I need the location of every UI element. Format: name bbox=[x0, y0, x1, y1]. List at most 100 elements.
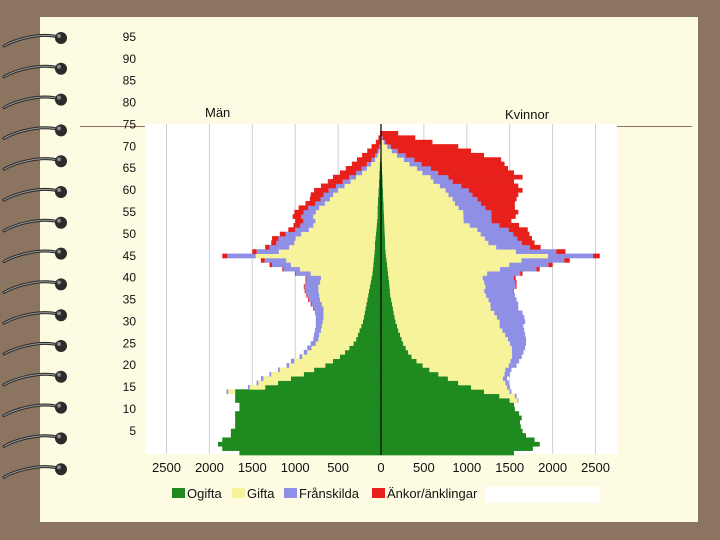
bar-women-ogifta bbox=[381, 253, 386, 259]
bar-men-franskilda bbox=[314, 306, 324, 311]
bar-men-ankor bbox=[298, 205, 309, 211]
bar-men-franskilda bbox=[260, 376, 264, 381]
bar-men-ogifta bbox=[374, 240, 381, 246]
bar-women-ankor bbox=[513, 275, 516, 281]
bar-women-ogifta bbox=[381, 406, 515, 412]
bar-men-gifta bbox=[333, 192, 379, 198]
bar-men-franskilda bbox=[278, 236, 296, 241]
bar-men-ogifta bbox=[325, 363, 381, 368]
bars-group bbox=[217, 131, 600, 456]
x-tick-label: 1500 bbox=[238, 460, 267, 475]
bar-women-franskilda bbox=[499, 323, 524, 329]
spiral-ring bbox=[2, 309, 67, 325]
bar-women-franskilda bbox=[387, 144, 391, 149]
bar-women-gifta bbox=[382, 183, 440, 189]
bar-women-ankor bbox=[536, 266, 540, 272]
bar-women-gifta bbox=[398, 328, 503, 333]
bar-women-franskilda bbox=[391, 148, 398, 154]
bar-men-gifta bbox=[258, 380, 279, 386]
bar-men-franskilda bbox=[366, 161, 372, 167]
bar-women-gifta bbox=[381, 148, 392, 154]
spiral-ring bbox=[2, 278, 67, 294]
bar-women-ogifta bbox=[381, 354, 412, 360]
bar-men-ogifta bbox=[235, 393, 381, 399]
bar-men-franskilda bbox=[314, 310, 324, 316]
bar-men-franskilda bbox=[310, 341, 316, 346]
bar-women-ankor bbox=[593, 253, 600, 259]
bar-men-ogifta bbox=[235, 415, 381, 421]
bar-women-franskilda bbox=[512, 349, 524, 355]
bar-women-ogifta bbox=[381, 332, 401, 338]
spiral-ring bbox=[2, 463, 67, 479]
bar-men-gifta bbox=[371, 161, 380, 167]
bar-women-ogifta bbox=[381, 393, 500, 399]
bar-women-gifta bbox=[397, 323, 500, 329]
bar-men-franskilda bbox=[296, 271, 311, 276]
bar-women-ogifta bbox=[381, 441, 540, 447]
bar-men-ankor bbox=[310, 301, 312, 307]
bar-men-ogifta bbox=[265, 384, 381, 390]
bar-men-ogifta bbox=[378, 183, 381, 189]
bar-men-franskilda bbox=[313, 336, 319, 342]
bar-men-ogifta bbox=[222, 437, 381, 443]
bar-women-ogifta bbox=[381, 297, 392, 303]
bar-women-ogifta bbox=[381, 428, 523, 434]
bar-men-gifta bbox=[311, 345, 350, 351]
bar-women-ankor bbox=[564, 257, 570, 263]
bar-women-franskilda bbox=[514, 393, 517, 399]
bar-women-gifta bbox=[499, 393, 515, 399]
bar-men-ogifta bbox=[361, 323, 381, 329]
x-axis-labels: 2500 2000 1500 1000 500 0 500 1000 1500 2000 2500 bbox=[152, 460, 610, 475]
bar-women-franskilda bbox=[499, 319, 526, 324]
age-tick-label: 35 bbox=[123, 293, 137, 307]
bar-men-gifta bbox=[350, 179, 379, 184]
bar-women-franskilda bbox=[521, 257, 565, 263]
bar-women-gifta bbox=[509, 398, 518, 403]
bar-women-franskilda bbox=[484, 279, 516, 285]
bar-women-gifta bbox=[416, 358, 511, 364]
bar-women-ankor bbox=[517, 236, 533, 241]
x-tick-label: 1500 bbox=[495, 460, 524, 475]
bar-men-gifta bbox=[289, 363, 326, 368]
bar-men-franskilda bbox=[320, 196, 330, 202]
bar-women-gifta bbox=[381, 152, 398, 158]
bar-women-gifta bbox=[383, 196, 453, 202]
bar-men-ogifta bbox=[353, 341, 381, 346]
bar-men-ankor bbox=[282, 266, 284, 272]
bar-men-gifta bbox=[374, 157, 381, 162]
bar-women-gifta bbox=[405, 345, 512, 351]
bar-women-gifta bbox=[391, 297, 489, 303]
legend-label-ogifta: Ogifta bbox=[187, 486, 222, 501]
bar-women-franskilda bbox=[422, 170, 439, 176]
bar-women-gifta bbox=[381, 139, 384, 145]
bar-women-gifta bbox=[385, 249, 516, 254]
age-axis-labels: 5 10 15 20 25 30 35 40 45 50 55 60 65 70 75 80 85 90 95 bbox=[123, 30, 137, 438]
bar-men-gifta bbox=[377, 152, 381, 158]
spiral-ring bbox=[2, 32, 67, 48]
bar-women-franskilda bbox=[417, 166, 432, 171]
bar-women-franskilda bbox=[381, 135, 383, 141]
bar-women-franskilda bbox=[448, 192, 473, 198]
bar-men-franskilda bbox=[226, 389, 229, 395]
spiral-ring bbox=[2, 186, 67, 202]
bar-women-gifta bbox=[381, 157, 405, 162]
bar-men-franskilda bbox=[315, 323, 322, 329]
bar-men-ogifta bbox=[239, 402, 381, 408]
bar-men-ogifta bbox=[235, 424, 381, 430]
bar-women-ogifta bbox=[381, 341, 404, 346]
bar-men-franskilda bbox=[314, 328, 321, 333]
bar-women-franskilda bbox=[488, 297, 517, 303]
bar-men-gifta bbox=[356, 174, 380, 180]
bar-women-ogifta bbox=[381, 323, 398, 329]
bar-women-ogifta bbox=[381, 424, 521, 430]
bar-men-ogifta bbox=[379, 161, 381, 167]
bar-men-ankor bbox=[305, 275, 307, 281]
bar-women-gifta bbox=[389, 279, 485, 285]
bar-men-ogifta bbox=[378, 192, 381, 198]
age-tick-label: 50 bbox=[123, 227, 137, 241]
bar-women-ankor bbox=[529, 244, 541, 250]
bar-men-ogifta bbox=[357, 332, 381, 338]
bar-women-gifta bbox=[384, 231, 481, 237]
bar-men-ogifta bbox=[366, 301, 381, 307]
spiral-ring bbox=[2, 432, 67, 448]
